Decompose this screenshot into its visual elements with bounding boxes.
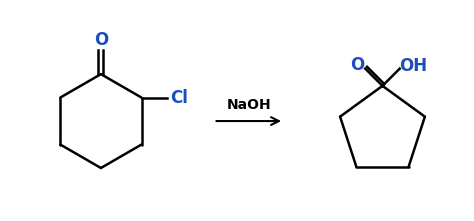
Text: NaOH: NaOH xyxy=(227,98,271,112)
Text: Cl: Cl xyxy=(170,89,188,107)
Text: O: O xyxy=(94,31,108,49)
Text: O: O xyxy=(350,56,364,74)
Text: OH: OH xyxy=(399,57,427,75)
